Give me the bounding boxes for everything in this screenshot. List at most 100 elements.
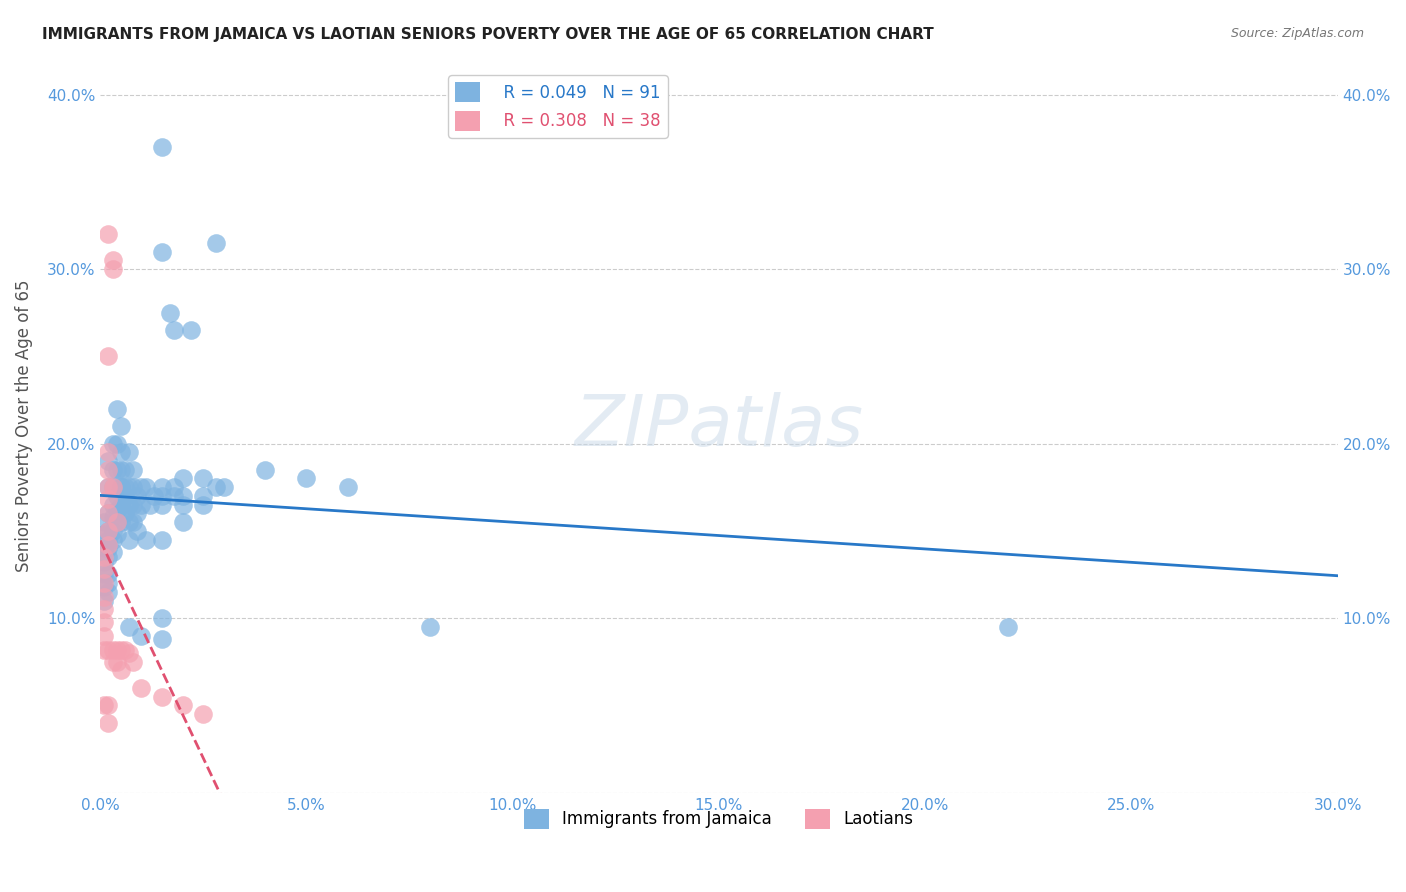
Point [172,489,194,503]
Point [105,463,128,477]
Point [122,515,145,529]
Point [150,489,173,503]
Point [110,445,132,459]
Point [97,492,120,507]
Point [127,489,149,503]
Point [101,436,124,450]
Point [110,642,132,657]
Point [193,471,215,485]
Point [142,489,165,503]
Point [101,262,124,277]
Point [118,646,141,660]
Point [122,498,145,512]
Point [97,642,120,657]
Point [93,567,115,582]
Point [131,480,153,494]
Point [150,480,173,494]
Point [93,580,115,594]
Point [93,615,115,629]
Point [93,541,115,556]
Point [127,507,149,521]
Point [110,480,132,494]
Point [97,349,120,363]
Text: IMMIGRANTS FROM JAMAICA VS LAOTIAN SENIORS POVERTY OVER THE AGE OF 65 CORRELATIO: IMMIGRANTS FROM JAMAICA VS LAOTIAN SENIO… [42,27,934,42]
Point [101,655,124,669]
Point [93,527,115,541]
Point [336,480,359,494]
Point [127,524,149,538]
Point [172,515,194,529]
Point [105,527,128,541]
Point [212,480,235,494]
Point [204,235,226,250]
Point [93,590,115,604]
Point [97,549,120,564]
Point [93,642,115,657]
Point [105,503,128,517]
Point [97,698,120,713]
Point [101,463,124,477]
Point [97,538,120,552]
Point [97,445,120,459]
Point [93,555,115,569]
Point [93,593,115,607]
Point [101,524,124,538]
Point [105,515,128,529]
Point [172,498,194,512]
Point [118,445,141,459]
Point [110,463,132,477]
Text: Source: ZipAtlas.com: Source: ZipAtlas.com [1230,27,1364,40]
Point [150,611,173,625]
Point [97,507,120,521]
Point [118,498,141,512]
Point [101,545,124,559]
Point [159,306,181,320]
Point [101,253,124,268]
Point [93,562,115,576]
Text: ZIPatlas: ZIPatlas [575,392,863,460]
Point [110,480,132,494]
Point [172,471,194,485]
Point [997,620,1019,634]
Point [105,401,128,416]
Point [97,227,120,241]
Point [114,498,136,512]
Point [97,507,120,521]
Point [122,655,145,669]
Point [114,480,136,494]
Point [93,629,115,643]
Point [97,480,120,494]
Point [97,567,120,582]
Point [118,480,141,494]
Point [97,576,120,591]
Point [93,576,115,591]
Point [150,244,173,259]
Point [122,463,145,477]
Point [114,489,136,503]
Point [163,323,186,337]
Point [131,681,153,695]
Point [97,480,120,494]
Point [114,507,136,521]
Point [131,498,153,512]
Point [114,642,136,657]
Point [97,524,120,538]
Point [419,620,441,634]
Point [118,533,141,547]
Point [105,642,128,657]
Point [150,690,173,704]
Point [93,549,115,564]
Point [193,489,215,503]
Point [204,480,226,494]
Point [101,480,124,494]
Point [150,533,173,547]
Point [172,698,194,713]
Point [118,515,141,529]
Point [163,489,186,503]
Point [180,323,202,337]
Point [193,498,215,512]
Point [295,471,318,485]
Point [193,707,215,722]
Point [97,454,120,468]
Point [101,480,124,494]
